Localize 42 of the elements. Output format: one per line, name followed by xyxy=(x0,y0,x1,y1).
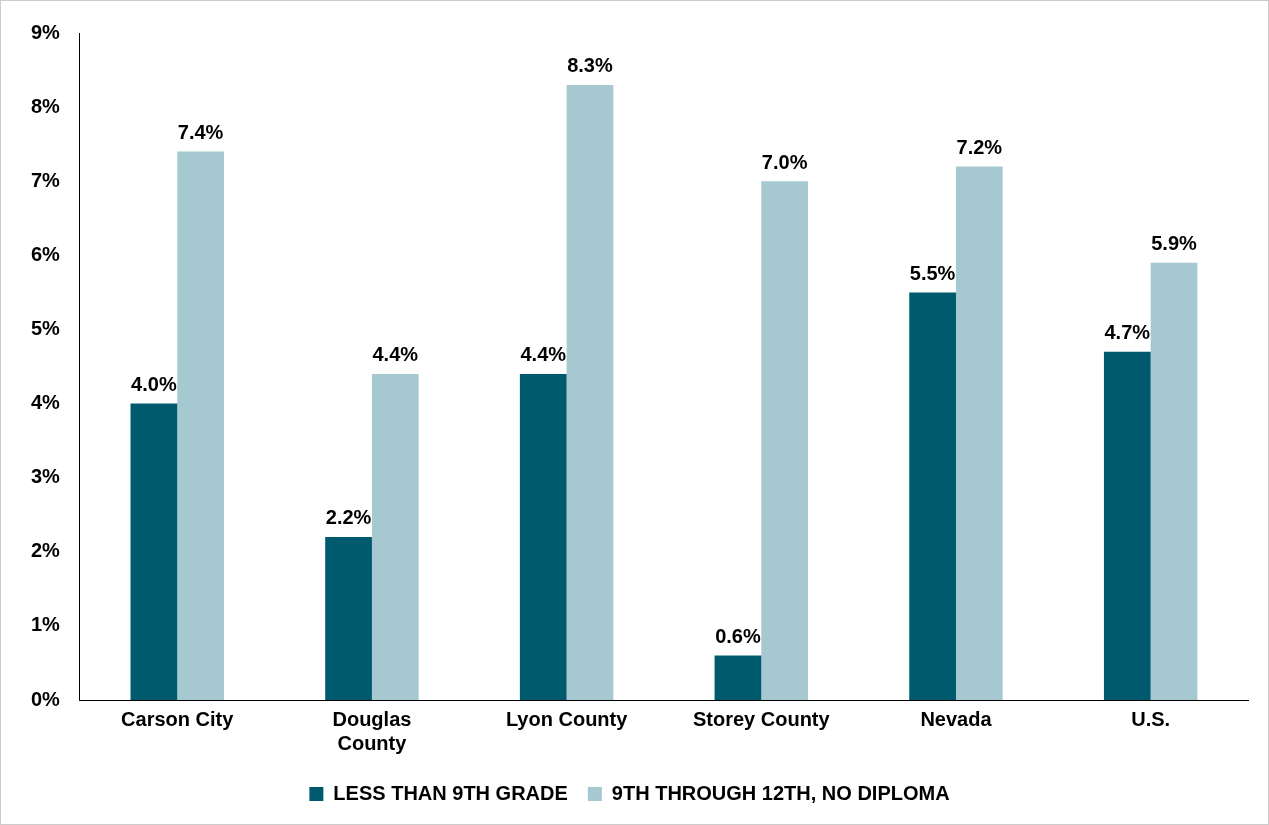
x-tick-label: Storey County xyxy=(692,707,831,730)
x-tick-label: Douglas County xyxy=(332,707,412,754)
x-tick-label: U.S. xyxy=(1131,707,1171,730)
legend-label: 9TH THROUGH 12TH, NO DIPLOMA xyxy=(611,781,950,804)
y-tick-label: 5% xyxy=(31,316,61,339)
bar xyxy=(714,655,762,700)
y-tick-label: 0% xyxy=(31,687,61,710)
y-tick-label: 3% xyxy=(31,465,61,488)
bar xyxy=(371,373,419,700)
data-label: 8.3% xyxy=(567,54,613,77)
y-tick-label: 1% xyxy=(31,613,61,636)
x-tick-label: Carson City xyxy=(121,707,235,730)
bar xyxy=(1150,262,1198,700)
bar xyxy=(909,292,956,700)
data-label: 7.4% xyxy=(177,121,224,144)
y-tick-label: 8% xyxy=(31,94,61,117)
bar xyxy=(1103,351,1151,700)
y-tick-label: 9% xyxy=(31,20,61,43)
data-label: 4.4% xyxy=(520,343,567,366)
bar xyxy=(761,181,809,700)
data-label: 5.5% xyxy=(909,261,956,284)
y-tick-label: 7% xyxy=(31,168,61,191)
bar xyxy=(325,536,372,700)
x-tick-label: Lyon County xyxy=(505,707,629,730)
data-label: 2.2% xyxy=(325,506,372,529)
bar xyxy=(519,373,567,700)
legend-label: LESS THAN 9TH GRADE xyxy=(333,781,568,804)
x-tick-label: Nevada xyxy=(920,707,993,730)
y-tick-label: 2% xyxy=(31,539,61,562)
data-label: 0.6% xyxy=(715,625,761,648)
y-tick-label: 6% xyxy=(31,242,61,265)
bar xyxy=(955,166,1003,700)
y-tick-label: 4% xyxy=(31,391,61,414)
data-label: 4.7% xyxy=(1104,321,1151,344)
data-label: 7.2% xyxy=(956,135,1003,158)
data-label: 5.9% xyxy=(1151,232,1198,255)
bar xyxy=(130,403,178,700)
bar xyxy=(177,151,224,700)
data-label: 4.4% xyxy=(372,343,419,366)
bar xyxy=(566,84,614,700)
data-label: 7.0% xyxy=(761,150,808,173)
data-label: 4.0% xyxy=(131,373,177,396)
